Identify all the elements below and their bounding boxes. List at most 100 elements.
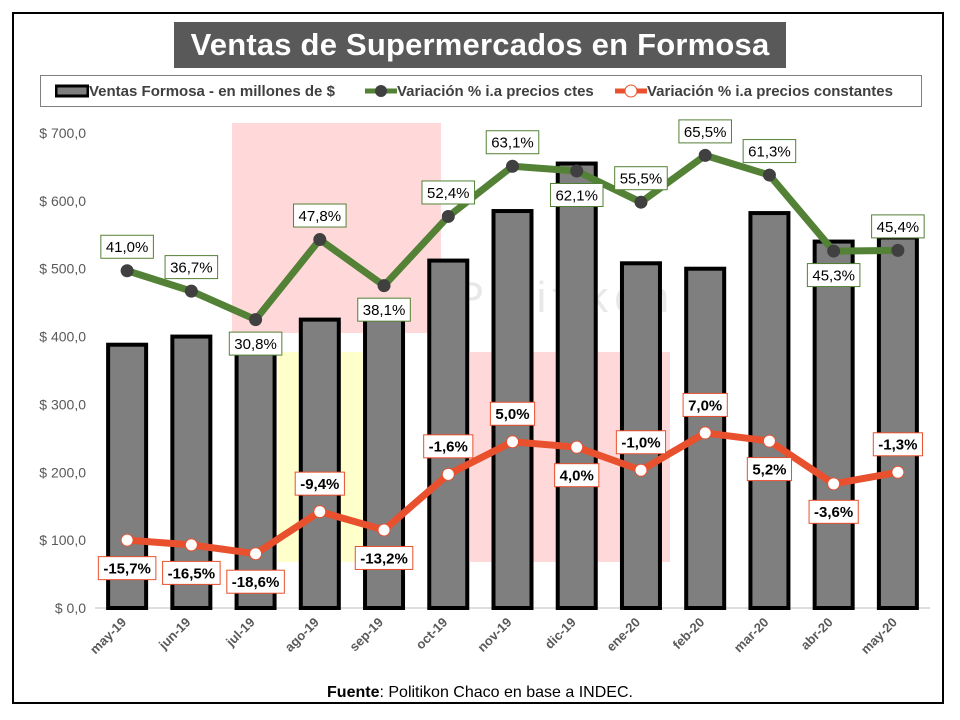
red-data-label: -16,5% <box>162 560 221 585</box>
red-series-point <box>634 463 648 477</box>
green-data-label-box <box>357 297 411 322</box>
green-data-label-box <box>614 166 668 191</box>
green-series-point <box>249 313 263 327</box>
bar <box>748 211 791 610</box>
green-data-label-text: 45,4% <box>877 219 920 236</box>
legend-green-line-swatch <box>365 85 397 97</box>
y-tick-label: $ 100,0 <box>39 532 86 548</box>
source-label: Fuente <box>327 684 380 701</box>
red-data-label-text: 7,0% <box>688 397 722 414</box>
green-data-label: 36,7% <box>164 255 219 280</box>
legend-bar-swatch <box>55 84 89 98</box>
green-data-label: 30,8% <box>228 331 283 356</box>
red-data-label: -1,6% <box>423 434 474 459</box>
red-data-label-box <box>554 463 600 488</box>
red-data-label-text: -13,2% <box>360 550 408 567</box>
green-data-label-text: 45,3% <box>812 267 855 284</box>
green-data-label: 47,8% <box>293 203 347 228</box>
red-series-point <box>570 440 584 454</box>
green-data-label-text: 61,3% <box>748 143 791 160</box>
legend-label-ventas: Ventas Formosa - en millones de $ <box>89 82 335 100</box>
source-note: Fuente: Politikon Chaco en base a INDEC. <box>0 684 960 702</box>
bar <box>812 239 855 610</box>
green-data-label-text: 65,5% <box>684 124 727 141</box>
red-data-label: 5,2% <box>746 457 793 482</box>
bar <box>876 235 919 610</box>
green-data-label: 52,4% <box>421 180 476 205</box>
red-series-point <box>891 465 905 479</box>
y-tick-label: $ 200,0 <box>39 464 86 480</box>
x-tick-label: nov-19 <box>474 615 514 655</box>
red-data-label-text: -15,7% <box>103 561 151 578</box>
red-data-label-text: -3,6% <box>814 504 853 521</box>
green-data-label-box <box>678 119 732 144</box>
y-tick-label: $ 500,0 <box>39 261 86 277</box>
red-data-label-text: -16,5% <box>168 565 216 582</box>
green-data-label-text: 63,1% <box>491 135 534 152</box>
red-data-label-box <box>615 430 667 455</box>
green-data-label-text: 62,1% <box>555 187 598 204</box>
x-tick-label: sep-19 <box>346 615 386 655</box>
red-data-label-text: -1,0% <box>621 435 660 452</box>
green-data-label-box <box>100 234 154 259</box>
bar <box>234 340 277 610</box>
x-tick-label: may-20 <box>858 615 900 657</box>
x-tick-label: jun-19 <box>155 615 193 653</box>
x-tick-label: feb-20 <box>670 615 708 653</box>
legend-label-precios-constantes: Variación % i.a precios constantes <box>647 82 893 100</box>
legend-item-precios-constantes: Variación % i.a precios constantes <box>615 76 893 106</box>
x-tick-label: may-19 <box>87 615 129 657</box>
legend: Ventas Formosa - en millones de $ Variac… <box>40 75 922 107</box>
green-data-label: 45,4% <box>871 214 925 239</box>
green-data-label-box <box>871 214 925 239</box>
green-data-label: 38,1% <box>357 297 411 322</box>
green-data-label-box <box>228 331 283 356</box>
red-series-point <box>762 434 776 448</box>
red-data-label-box <box>746 457 793 482</box>
green-data-label-box <box>421 180 476 205</box>
red-data-label: -1,0% <box>615 430 667 455</box>
chart-title: Ventas de Supermercados en Formosa <box>190 27 770 62</box>
green-series-point <box>827 244 841 258</box>
red-data-label: -13,2% <box>354 545 414 570</box>
legend-item-precios-ctes: Variación % i.a precios ctes <box>365 76 594 106</box>
red-data-label-box <box>872 432 923 457</box>
bar <box>298 317 341 610</box>
bar <box>555 161 598 611</box>
green-data-label-box <box>164 255 219 280</box>
red-data-label-box <box>162 560 221 585</box>
red-data-label-box <box>808 499 859 524</box>
red-data-label-text: -1,3% <box>878 437 917 454</box>
red-data-label-text: 5,2% <box>752 461 786 478</box>
x-tick-label: jul-19 <box>222 615 257 650</box>
red-data-label-box <box>294 471 345 496</box>
bar <box>427 258 470 610</box>
y-tick-label: $ 300,0 <box>39 396 86 412</box>
red-data-label: 7,0% <box>682 392 728 417</box>
red-series-point <box>120 533 134 547</box>
green-series-point <box>120 264 134 278</box>
green-data-label: 45,3% <box>806 263 861 288</box>
green-data-label-text: 55,5% <box>620 171 663 188</box>
red-series-point <box>827 477 841 491</box>
x-tick-label: oct-19 <box>413 615 451 653</box>
red-data-label-text: -9,4% <box>300 476 339 493</box>
green-data-label-box <box>485 130 540 155</box>
x-tick-label: abr-20 <box>798 615 836 653</box>
green-series-point <box>506 159 519 173</box>
green-series-point <box>762 168 776 182</box>
red-data-label: 4,0% <box>554 463 600 488</box>
red-data-label-box <box>682 392 728 417</box>
red-data-label-text: -18,6% <box>232 574 280 591</box>
green-data-label: 65,5% <box>678 119 732 144</box>
y-tick-label: $ 600,0 <box>39 193 86 209</box>
legend-item-ventas: Ventas Formosa - en millones de $ <box>55 76 335 106</box>
red-data-label-box <box>489 401 536 426</box>
green-data-label-box <box>806 263 861 288</box>
red-data-label-text: 5,0% <box>495 406 529 423</box>
green-data-label: 63,1% <box>485 130 540 155</box>
legend-red-line-swatch <box>615 84 647 98</box>
x-tick-label: ago-19 <box>282 615 322 655</box>
green-series-point <box>698 148 712 162</box>
